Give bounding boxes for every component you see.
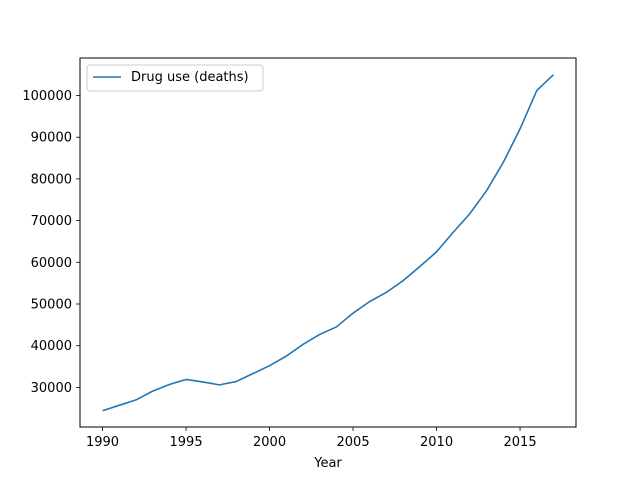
y-axis-ticks: 30000 40000 50000 60000 70000 80000 90000 10000…: [22, 89, 80, 396]
y-tick-label: 30000: [31, 381, 72, 396]
x-axis-label: Year: [313, 456, 342, 471]
x-tick-label: 1995: [170, 435, 203, 450]
legend-label-drug-use: Drug use (deaths): [131, 70, 249, 85]
y-tick-label: 100000: [22, 89, 72, 104]
x-tick-label: 1990: [86, 435, 119, 450]
y-tick-label: 40000: [31, 339, 72, 354]
plot-area: [80, 58, 576, 427]
series-line-0: [102, 74, 555, 412]
y-tick-label: 70000: [31, 214, 72, 229]
plot-frame: [79, 57, 577, 428]
x-tick-label: 2015: [504, 435, 537, 450]
x-tick-label: 2005: [337, 435, 370, 450]
legend: Drug use (deaths): [86, 64, 264, 92]
y-tick-label: 50000: [31, 298, 72, 313]
x-tick-label: 2010: [420, 435, 453, 450]
y-tick-label: 80000: [31, 172, 72, 187]
x-tick-label: 2000: [253, 435, 286, 450]
x-axis-ticks: 1990 1995 2000 2005 2010 2015: [86, 427, 537, 450]
series-layer: [102, 74, 555, 412]
legend-box: [86, 64, 264, 92]
y-tick-label: 90000: [31, 131, 72, 146]
y-tick-label: 60000: [31, 256, 72, 271]
